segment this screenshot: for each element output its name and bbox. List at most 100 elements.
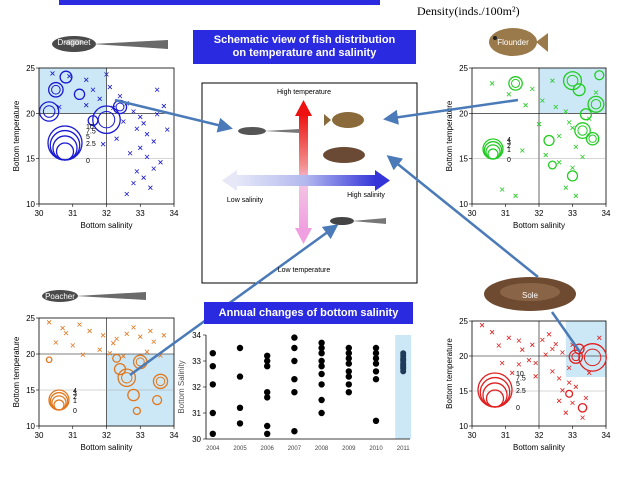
annual-salinity-point (291, 428, 298, 435)
annual-salinity-point (318, 344, 325, 352)
sole-cross-point (563, 410, 569, 415)
sole-cross-point (566, 380, 572, 385)
dragonet-density-circle-inner (42, 105, 56, 118)
annual-salinity-point (236, 404, 244, 411)
sole-cross-point (556, 376, 562, 381)
dragonet-cross-point (100, 141, 106, 147)
sole-density-circle (578, 343, 607, 372)
sole-x-tick-label: 33 (568, 431, 577, 440)
poacher-legend-value: 0 (73, 408, 77, 415)
annual-salinity-point (236, 344, 244, 352)
dragonet-density-circle (73, 88, 86, 101)
poacher-density-circle (113, 362, 127, 376)
sole-density-circle (565, 389, 574, 398)
annual-salinity-point (372, 350, 380, 357)
sole-legend-circle (485, 389, 505, 408)
temperature-arrow-up-head (295, 100, 312, 116)
poacher-density-circle (132, 406, 142, 416)
dragonet-legend-circle (49, 129, 81, 161)
poacher-cross-point (97, 347, 103, 352)
poacher-cross-point (131, 325, 136, 330)
poacher-density-circle-inner (135, 357, 145, 367)
sole-cross-point (560, 388, 565, 393)
annual-salinity-point (372, 417, 380, 424)
sole-y-axis-label: Bottom temperature (445, 338, 454, 409)
dragonet-legend-value: 7.5 (86, 129, 96, 136)
sole-cross-point (509, 370, 515, 376)
dragonet-fish-image (52, 36, 168, 52)
sole-cross-point (550, 346, 555, 352)
dragonet-pointer-arrow (114, 98, 233, 133)
poacher-cross-point (107, 350, 113, 356)
sole-legend-value: 0 (516, 405, 520, 412)
annual-salinity-point (291, 357, 298, 365)
flounder-cross-point (536, 121, 542, 127)
flounder-cross-point (563, 185, 569, 190)
sole-to-chart-line (550, 311, 582, 353)
poacher-cross-point (77, 322, 82, 327)
dragonet-density-circle (38, 101, 60, 122)
annual-x-tick-label: 2009 (342, 446, 356, 452)
flounder-density-circle-inner (588, 134, 597, 143)
flounder-fish-image (489, 28, 548, 56)
sole-cross-point (543, 352, 548, 357)
pointer-arrows (114, 98, 582, 377)
dragonet-cross-point (158, 160, 163, 165)
flounder-y-tick-label: 25 (459, 64, 468, 73)
schematic-title-line1: Schematic view of fish distribution (213, 34, 396, 46)
annual-salinity-point (318, 363, 325, 370)
flounder-cross-point (523, 102, 528, 108)
poacher-cross-point (114, 336, 119, 342)
dragonet-legend-value: 2.5 (86, 141, 96, 148)
poacher-cross-point (87, 328, 92, 334)
poacher-density-circle-inner (121, 372, 133, 384)
poacher-cross-point (121, 353, 126, 359)
sole-density-circle (573, 343, 585, 355)
poacher-cross-point (80, 352, 86, 358)
poacher-species-label: Poacher (45, 292, 75, 301)
dragonet-cross-point (134, 169, 140, 174)
annual-salinity-point (318, 381, 325, 388)
sole-cross-point (540, 337, 545, 343)
temperature-arrow-down-head (295, 228, 312, 244)
dragonet-scatter-chart: 30 31 32 33 34 10 15 20 25 Bottom salinity Bottom … (12, 64, 179, 230)
annual-salinity-point (264, 422, 271, 430)
poacher-cross-point (151, 339, 157, 345)
poacher-density-circle (152, 373, 169, 390)
annual-y-tick-label: 31 (192, 409, 201, 418)
flounder-legend-value: 1 (507, 147, 511, 154)
dragonet-y-tick-label: 15 (26, 155, 35, 164)
dragonet-cross-point (67, 73, 72, 79)
dragonet-cross-point (137, 145, 143, 151)
poacher-cross-point (63, 330, 69, 336)
low-temperature-label: Low temperature (278, 267, 331, 274)
sole-cross-point (583, 395, 589, 401)
dragonet-cross-point (134, 126, 140, 132)
poacher-x-tick-label: 32 (102, 431, 111, 440)
sole-legend-value: 5 (516, 381, 520, 388)
dragonet-cross-point (164, 127, 170, 132)
sole-cross-point (489, 329, 495, 335)
annual-highlight-2011 (395, 335, 412, 439)
annual-salinity-point (264, 363, 271, 370)
poacher-y-tick-label: 20 (26, 350, 35, 359)
flounder-x-tick-label: 31 (501, 209, 510, 218)
top-banner-strip (59, 0, 380, 5)
flounder-y-tick-label: 10 (459, 200, 468, 209)
sole-y-tick-label: 10 (459, 422, 468, 431)
annual-salinity-point (264, 389, 271, 396)
sole-cross-point (516, 362, 522, 367)
poacher-fish-small (330, 217, 386, 225)
poacher-x-tick-label: 33 (136, 431, 145, 440)
flounder-legend-value: 2 (507, 143, 511, 150)
dragonet-species-label: Dragonet (58, 38, 92, 47)
annual-salinity-point (318, 370, 325, 378)
poacher-cross-point (46, 320, 52, 325)
dragonet-x-tick-label: 33 (136, 209, 145, 218)
sole-x-tick-label: 31 (501, 431, 510, 440)
flounder-legend-value: 3 (507, 140, 511, 147)
sole-fish-small (323, 147, 365, 163)
dragonet-cross-point (148, 185, 153, 190)
annual-salinity-point (264, 394, 271, 401)
poacher-cross-point (70, 343, 76, 348)
